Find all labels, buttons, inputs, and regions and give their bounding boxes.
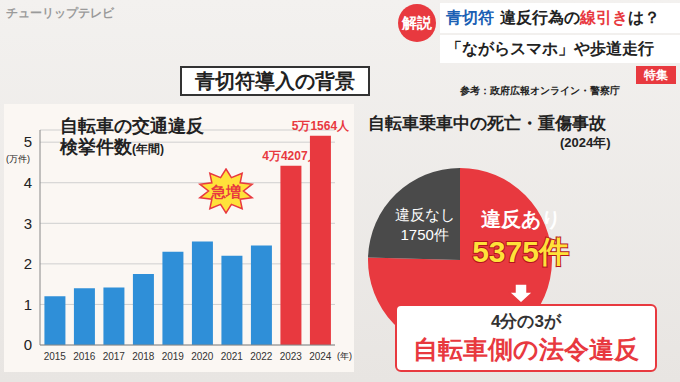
svg-text:違反なし: 違反なし xyxy=(395,206,455,223)
svg-text:2017: 2017 xyxy=(103,351,126,362)
html-text:青切符 違反行為の線引きは？: 青切符 違反行為の線引きは？ xyxy=(446,8,660,26)
html-text:自転車乗車中の死亡・重傷事故: 自転車乗車中の死亡・重傷事故 xyxy=(368,114,606,133)
svg-text:1750件: 1750件 xyxy=(401,226,449,243)
html-text:「ながらスマホ」や歩道走行: 「ながらスマホ」や歩道走行 xyxy=(446,39,654,57)
html-text:(2024年): (2024年) xyxy=(560,135,611,150)
svg-text:違反あり: 違反あり xyxy=(481,208,561,230)
svg-text:2015: 2015 xyxy=(44,351,67,362)
svg-text:5万1564人: 5万1564人 xyxy=(292,119,350,133)
svg-text:2024: 2024 xyxy=(309,351,332,362)
html-text:(万件): (万件) xyxy=(6,154,30,164)
svg-text:5: 5 xyxy=(24,133,32,150)
svg-text:5375件: 5375件 xyxy=(472,235,569,268)
html-text:チューリップテレビ: チューリップテレビ xyxy=(6,6,114,20)
html-text:自転車の交通違反: 自転車の交通違反 xyxy=(60,116,204,136)
svg-text:2016: 2016 xyxy=(73,351,96,362)
html-text:自転車側の法令違反: 自転車側の法令違反 xyxy=(413,335,639,363)
svg-text:4万4207人: 4万4207人 xyxy=(262,149,320,163)
svg-text:4: 4 xyxy=(24,174,32,191)
html-text:4分の3が: 4分の3が xyxy=(491,312,561,331)
svg-text:2023: 2023 xyxy=(280,351,303,362)
svg-text:3: 3 xyxy=(24,215,32,232)
svg-text:2018: 2018 xyxy=(132,351,155,362)
svg-text:2: 2 xyxy=(24,255,32,272)
html-text:解説: 解説 xyxy=(402,13,432,31)
html-text:(年): (年) xyxy=(337,351,352,361)
html-text:検挙件数(年間): 検挙件数(年間) xyxy=(60,137,164,157)
svg-text:2022: 2022 xyxy=(250,351,273,362)
svg-text:1: 1 xyxy=(24,296,32,313)
svg-text:急増: 急増 xyxy=(210,183,241,200)
svg-text:0: 0 xyxy=(24,336,32,353)
html-text:青切符導入の背景: 青切符導入の背景 xyxy=(195,69,355,92)
svg-text:2020: 2020 xyxy=(191,351,214,362)
svg-text:2021: 2021 xyxy=(221,351,244,362)
html-text:特集: 特集 xyxy=(644,67,668,82)
svg-text:2019: 2019 xyxy=(162,351,185,362)
html-text:参考：政府広報オンライン・警察庁: 参考：政府広報オンライン・警察庁 xyxy=(460,85,620,96)
